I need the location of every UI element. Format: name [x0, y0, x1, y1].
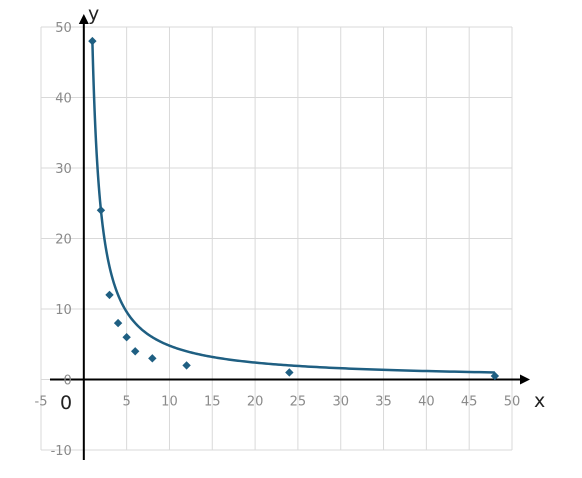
y-tick-label: 40	[55, 92, 72, 107]
x-tick-label: -5	[35, 395, 48, 410]
data-points	[88, 36, 500, 381]
x-tick-label: 20	[247, 395, 264, 410]
x-tick-label: 50	[504, 395, 521, 410]
x-tick-label: 45	[461, 395, 478, 410]
data-point	[105, 290, 114, 300]
y-tick-label: 30	[55, 162, 72, 177]
tick-labels: -5 5 10 15 20 25 30 35 40 45 50 -10 0 10 20 30 40 50	[35, 21, 521, 459]
grid	[40, 26, 513, 451]
y-tick-label: 20	[55, 233, 72, 248]
data-point	[96, 206, 106, 215]
y-axis-label: y	[88, 3, 99, 25]
series-curve	[91, 41, 495, 374]
x-tick-label: 15	[204, 395, 221, 410]
data-point	[122, 333, 131, 342]
data-point	[113, 318, 123, 328]
x-tick-label: 5	[122, 395, 130, 410]
data-point	[88, 36, 97, 46]
x-tick-label: 35	[375, 395, 392, 410]
x-tick-label: 30	[332, 395, 349, 410]
y-tick-label: 50	[55, 21, 72, 36]
x-tick-label: 25	[290, 395, 307, 410]
y-tick-label: 10	[55, 303, 72, 318]
y-tick-label: 0	[64, 374, 72, 389]
y-axis-arrow	[78, 14, 89, 24]
x-axis-arrow	[520, 374, 530, 385]
x-axis-label: x	[534, 390, 545, 412]
data-point	[131, 347, 140, 356]
axes	[50, 14, 530, 460]
data-point	[182, 361, 191, 370]
y-tick-label: -10	[51, 444, 72, 459]
origin-label: 0	[60, 392, 72, 414]
x-tick-label: 10	[161, 395, 178, 410]
data-point	[490, 371, 500, 381]
x-tick-label: 40	[418, 395, 435, 410]
data-point	[148, 354, 157, 363]
data-point	[285, 368, 294, 377]
